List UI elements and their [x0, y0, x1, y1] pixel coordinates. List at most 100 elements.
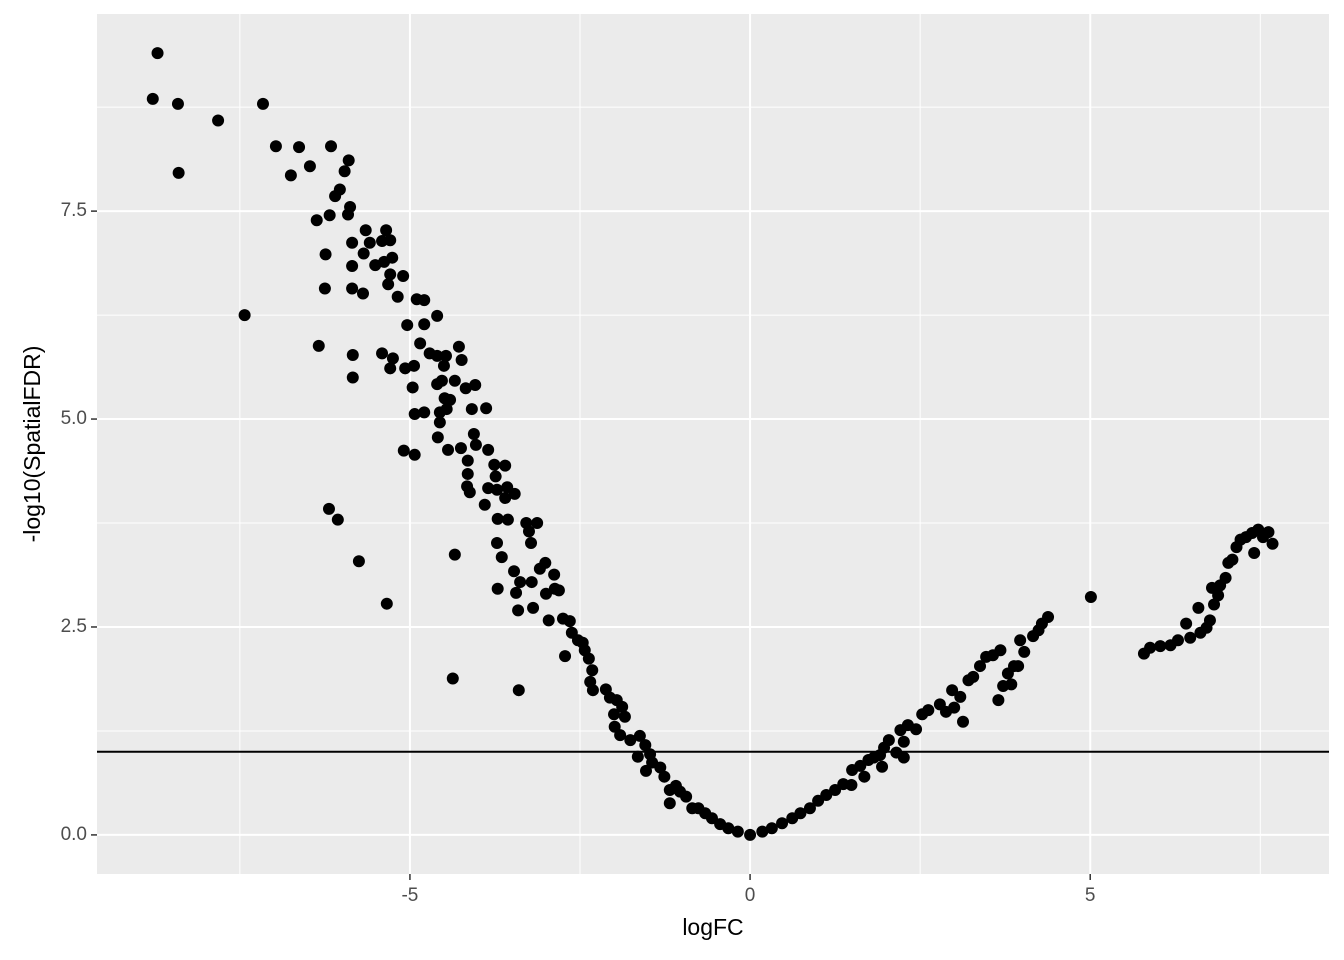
point	[525, 536, 538, 549]
point	[510, 586, 523, 599]
point	[376, 347, 389, 360]
point	[342, 154, 355, 167]
point	[1219, 571, 1232, 584]
point	[1084, 591, 1097, 604]
point	[452, 340, 465, 353]
point	[346, 236, 359, 249]
point	[455, 353, 468, 366]
point	[488, 458, 501, 471]
panel-background	[97, 14, 1329, 874]
point	[992, 694, 1005, 707]
point	[803, 802, 816, 815]
x-tick-label: -5	[401, 885, 418, 906]
point	[614, 729, 627, 742]
point	[501, 513, 514, 526]
point	[401, 319, 414, 332]
point	[386, 251, 399, 264]
point	[346, 260, 359, 273]
point	[171, 97, 184, 110]
point	[491, 536, 504, 549]
point	[384, 268, 397, 281]
x-axis-title: logFC	[682, 914, 743, 940]
point	[527, 601, 540, 614]
point	[618, 710, 631, 723]
point	[329, 190, 342, 203]
point	[897, 751, 910, 764]
y-tick-label: 0.0	[61, 824, 87, 845]
point	[459, 382, 472, 395]
point	[1171, 634, 1184, 647]
point	[303, 160, 316, 173]
point	[633, 729, 646, 742]
point	[318, 282, 331, 295]
point	[431, 431, 444, 444]
point	[525, 576, 538, 589]
point	[463, 486, 476, 499]
point	[418, 318, 431, 331]
point	[414, 337, 427, 350]
point	[954, 690, 967, 703]
point	[731, 825, 744, 838]
point	[1248, 546, 1261, 559]
point	[542, 614, 555, 627]
point	[408, 408, 421, 421]
point	[322, 502, 335, 515]
point	[469, 438, 482, 451]
point	[680, 790, 693, 803]
point	[293, 141, 306, 154]
point	[433, 406, 446, 419]
point	[433, 416, 446, 429]
point	[325, 140, 338, 153]
point	[582, 652, 595, 665]
point	[514, 576, 527, 589]
point	[794, 807, 807, 820]
point	[1154, 640, 1167, 653]
point	[948, 701, 961, 714]
point	[442, 443, 455, 456]
point	[448, 548, 461, 561]
point	[431, 378, 444, 391]
point	[946, 684, 959, 697]
point	[323, 209, 336, 222]
point	[454, 442, 467, 455]
point	[1042, 610, 1055, 623]
point	[382, 278, 395, 291]
point	[495, 551, 508, 564]
point	[431, 309, 444, 322]
point	[465, 403, 478, 416]
point	[284, 169, 297, 182]
point	[882, 734, 895, 747]
point	[491, 483, 504, 496]
point	[439, 349, 452, 362]
point	[1192, 601, 1205, 614]
point	[1226, 553, 1239, 566]
point	[386, 352, 399, 365]
point	[845, 779, 858, 792]
point	[356, 287, 369, 300]
point	[616, 700, 629, 713]
point	[461, 454, 474, 467]
point	[776, 817, 789, 830]
point	[876, 760, 889, 773]
point	[418, 294, 431, 307]
point	[539, 556, 552, 569]
point	[654, 761, 667, 774]
point	[663, 797, 676, 810]
y-tick-label: 5.0	[61, 408, 87, 429]
point	[499, 492, 512, 505]
point	[331, 513, 344, 526]
point	[408, 448, 421, 461]
point	[384, 234, 397, 247]
point	[1184, 631, 1197, 644]
point	[238, 309, 251, 322]
point	[957, 715, 970, 728]
point	[1212, 589, 1225, 602]
point	[408, 359, 421, 372]
point	[1203, 614, 1216, 627]
point	[639, 764, 652, 777]
point	[765, 822, 778, 835]
point	[352, 555, 365, 568]
point	[559, 650, 572, 663]
point	[552, 584, 565, 597]
